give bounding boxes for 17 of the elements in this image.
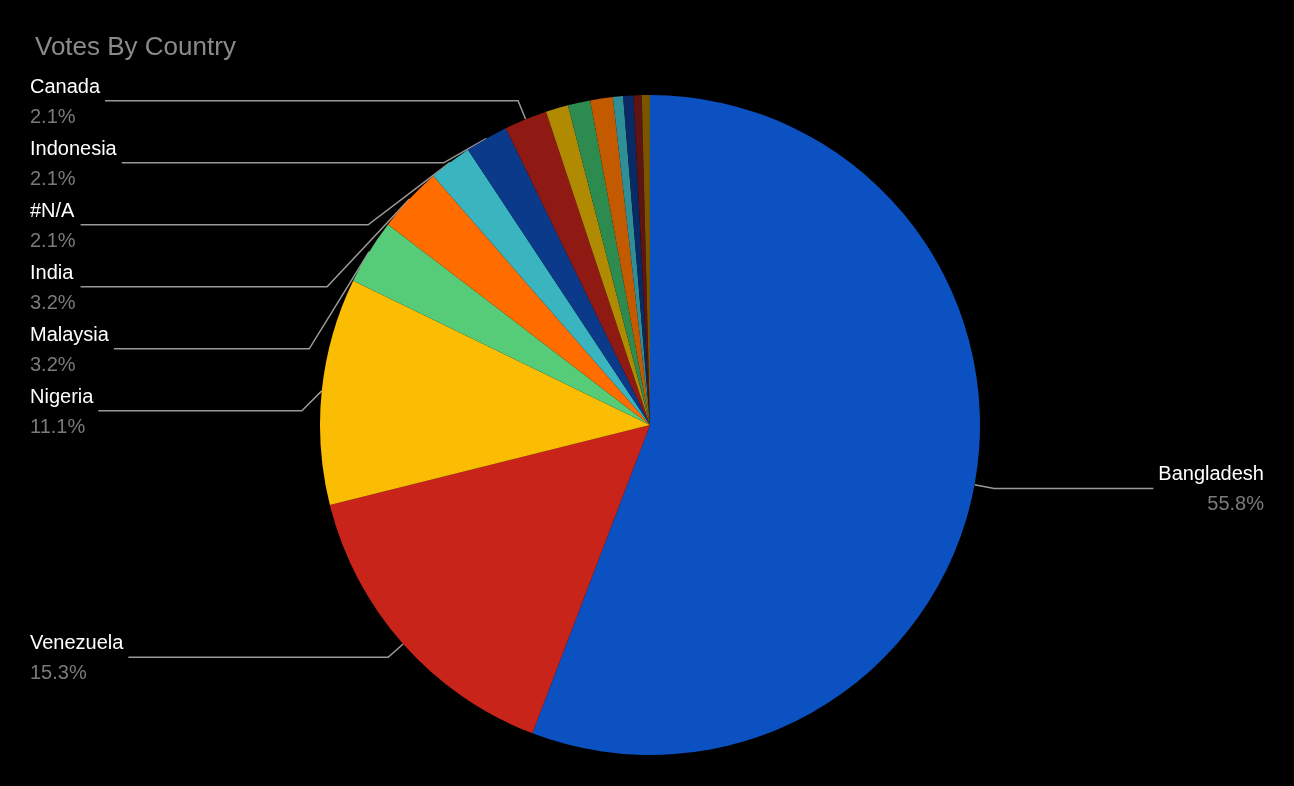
data-label: 2.1%: [30, 104, 76, 127]
slice-label: Indonesia: [30, 136, 118, 159]
slice-label: #N/A: [30, 198, 76, 221]
chart-title: Votes By Country: [35, 31, 236, 61]
slice-label: Nigeria: [30, 384, 95, 407]
data-label: 2.1%: [30, 166, 76, 189]
data-label: 3.2%: [30, 290, 76, 313]
slice-label: India: [30, 260, 75, 283]
data-label: 2.1%: [30, 228, 76, 251]
slice-label: Venezuela: [30, 631, 125, 654]
data-label: 3.2%: [30, 352, 76, 375]
data-label: 55.8%: [1207, 492, 1265, 515]
slice-label: Bangladesh: [1158, 462, 1264, 485]
slice-label: Malaysia: [30, 322, 110, 345]
data-label: 15.3%: [30, 661, 87, 684]
slice-label: Canada: [30, 74, 101, 97]
data-label: 11.1%: [30, 414, 86, 437]
